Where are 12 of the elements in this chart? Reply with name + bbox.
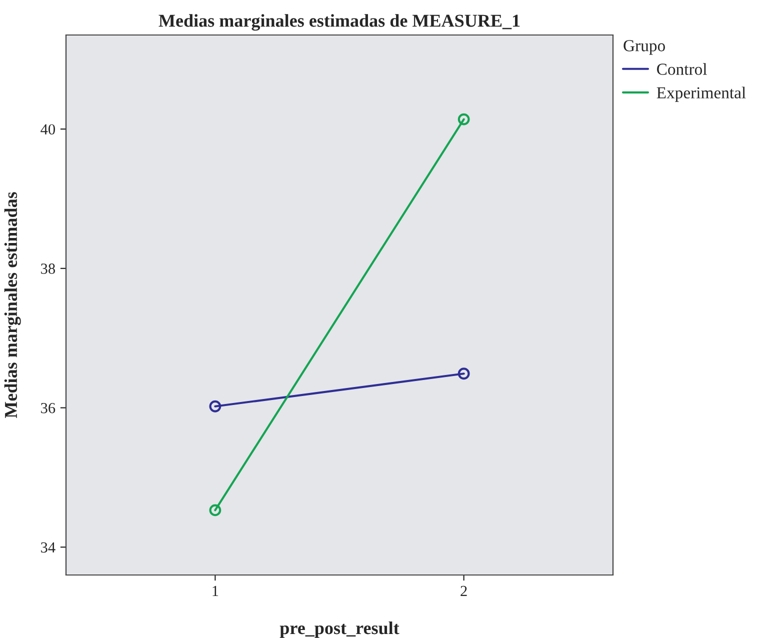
x-tick-label: 1 [212, 586, 218, 596]
legend-label: Control [657, 63, 707, 75]
x-axis-title: pre_post_result [280, 621, 400, 638]
y-tick-label: 38 [41, 264, 55, 274]
y-tick-label: 40 [40, 124, 55, 135]
y-tick-label: 34 [41, 542, 56, 553]
chart-title: Medias marginales estimadas de MEASURE_1 [158, 14, 520, 31]
x-tick-label: 2 [460, 586, 467, 596]
y-tick-label: 36 [41, 402, 56, 414]
y-axis-title: Medias marginales estimadas [4, 192, 21, 418]
legend-title: Grupo [624, 40, 665, 55]
legend-label: Experimental [656, 86, 746, 102]
